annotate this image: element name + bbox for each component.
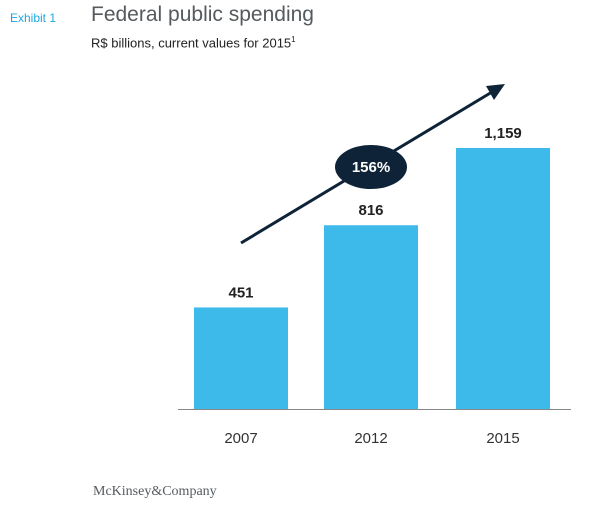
value-label-2015: 1,159 xyxy=(484,125,522,142)
brand-logo: McKinsey&Company xyxy=(93,484,217,499)
growth-badge xyxy=(335,145,407,189)
value-label-2007: 451 xyxy=(228,284,253,301)
subtitle-text: R$ billions, current values for 2015 xyxy=(91,35,292,51)
exhibit-label: Exhibit 1 xyxy=(10,11,57,25)
bar-chart: 451 2007 816 2012 1,159 2015 156% xyxy=(178,84,571,447)
category-label-2007: 2007 xyxy=(224,430,257,447)
bar-2007 xyxy=(194,307,288,409)
growth-label: 156% xyxy=(352,159,390,176)
category-label-2012: 2012 xyxy=(354,430,387,447)
footnote-marker: 1 xyxy=(291,35,296,44)
value-label-2012: 816 xyxy=(358,202,383,219)
bar-2012 xyxy=(324,225,418,409)
chart-subtitle: R$ billions, current values for 20151 xyxy=(91,35,296,50)
category-label-2015: 2015 xyxy=(486,430,519,447)
chart-title: Federal public spending xyxy=(91,3,314,26)
bar-2015 xyxy=(456,148,550,409)
growth-arrow-head xyxy=(486,84,505,100)
